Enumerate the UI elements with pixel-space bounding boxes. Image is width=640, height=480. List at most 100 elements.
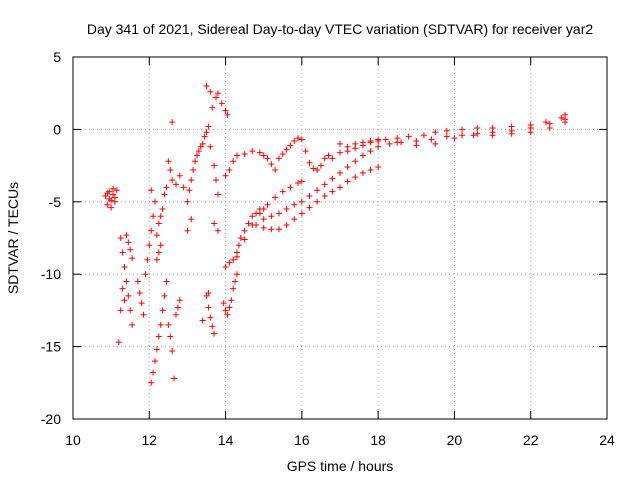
data-point — [186, 187, 193, 194]
data-point — [222, 107, 229, 114]
data-point — [138, 300, 145, 307]
data-point — [129, 321, 136, 328]
axis-ticks: 10 12 14 16 18 20 22 24 -20 -15 -10 -5 0 5 — [41, 49, 615, 448]
data-point — [337, 149, 343, 156]
data-point — [295, 179, 302, 186]
data-point — [443, 133, 450, 140]
series-track-13h-a — [184, 143, 204, 234]
data-point — [203, 129, 210, 136]
data-point — [153, 256, 160, 263]
data-point — [125, 239, 132, 246]
data-point — [413, 142, 420, 149]
data-point — [249, 148, 256, 155]
data-point — [222, 263, 229, 270]
grid — [73, 57, 607, 419]
data-point — [283, 146, 290, 153]
x-tick-label: 16 — [294, 432, 310, 448]
data-point — [249, 213, 256, 220]
x-tick-label: 12 — [141, 432, 157, 448]
series-track-12h-d — [165, 297, 183, 382]
data-point — [268, 213, 275, 220]
data-point — [546, 124, 553, 131]
data-point — [157, 321, 164, 328]
data-point — [214, 191, 221, 198]
data-point — [163, 278, 170, 285]
data-point — [148, 379, 155, 386]
data-point — [169, 177, 176, 184]
data-point — [111, 198, 118, 205]
data-point — [209, 323, 216, 330]
data-point — [161, 191, 168, 198]
data-point — [104, 190, 111, 197]
data-point — [159, 206, 166, 213]
data-point — [275, 210, 282, 217]
data-point — [169, 119, 176, 126]
data-point — [375, 164, 382, 171]
data-point — [352, 140, 359, 147]
data-point — [161, 292, 168, 299]
data-point — [201, 133, 208, 140]
data-point — [224, 111, 231, 118]
data-point — [218, 100, 225, 107]
x-tick-label: 10 — [65, 432, 81, 448]
data-point — [148, 227, 155, 234]
data-point — [279, 188, 286, 195]
series-track-13h-c — [203, 82, 231, 118]
data-point — [213, 94, 220, 101]
data-point — [527, 129, 534, 136]
data-point — [205, 304, 212, 311]
data-point — [432, 129, 439, 136]
data-point — [268, 161, 275, 168]
plot-frame — [72, 56, 608, 420]
data-point — [184, 227, 191, 234]
data-point — [171, 375, 178, 382]
data-point — [165, 158, 172, 165]
data-point — [209, 104, 216, 111]
data-point — [213, 177, 220, 184]
data-point — [234, 152, 241, 159]
data-point — [260, 224, 267, 231]
data-point — [508, 130, 515, 137]
data-point — [207, 314, 214, 321]
series-track-14h-upper — [222, 111, 569, 179]
series-track-11h-a — [115, 235, 136, 346]
data-point — [199, 317, 206, 324]
data-point — [165, 321, 172, 328]
data-point — [298, 198, 305, 205]
data-point — [275, 155, 282, 162]
data-point — [125, 292, 132, 299]
series-arc-a — [234, 178, 305, 260]
data-point — [489, 132, 496, 139]
data-point — [443, 127, 450, 134]
data-point — [432, 140, 439, 147]
data-point — [241, 151, 248, 158]
data-point — [155, 333, 162, 340]
data-point — [306, 193, 313, 200]
y-tick-label: -20 — [41, 411, 61, 427]
series-arc-b — [253, 116, 569, 228]
data-point — [241, 227, 248, 234]
data-point — [220, 300, 227, 307]
x-tick-label: 24 — [599, 432, 615, 448]
data-point — [420, 132, 427, 139]
data-point — [230, 285, 237, 292]
data-point — [329, 175, 336, 182]
series-track-13h-b — [199, 123, 221, 234]
data-point — [142, 271, 149, 278]
data-point — [205, 123, 212, 130]
data-point — [159, 307, 166, 314]
data-point — [329, 188, 336, 195]
data-point — [121, 263, 128, 270]
data-point — [325, 152, 332, 159]
data-point — [272, 166, 279, 173]
series-track-13h-d — [199, 290, 218, 337]
data-point — [375, 143, 382, 150]
data-point — [428, 136, 435, 143]
data-point — [306, 204, 313, 211]
data-point — [310, 165, 317, 172]
data-point — [264, 201, 271, 208]
data-point — [298, 210, 305, 217]
data-point — [127, 307, 134, 314]
data-point — [287, 142, 294, 149]
